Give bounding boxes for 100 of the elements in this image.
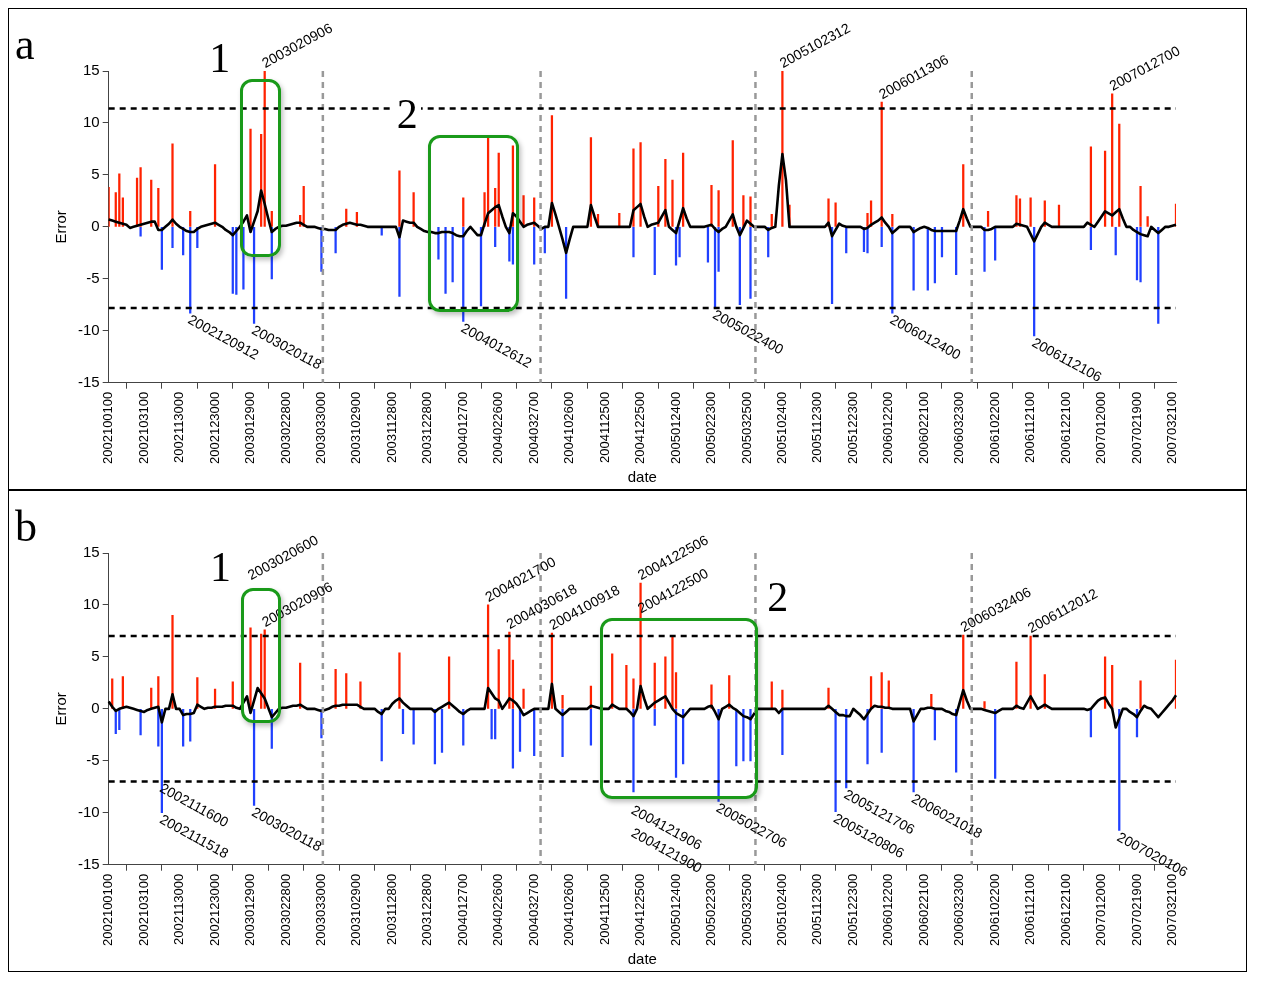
x-tick-label: 2002103100 bbox=[135, 391, 151, 465]
x-tick-label: 2005112300 bbox=[809, 873, 825, 946]
x-tick-label: 2003033000 bbox=[313, 873, 329, 947]
bar bbox=[1029, 635, 1032, 709]
bar bbox=[444, 227, 447, 294]
bar bbox=[891, 214, 894, 227]
bar bbox=[632, 709, 635, 793]
x-tick-label: 2005122300 bbox=[844, 873, 860, 947]
x-tick-label: 2004122500 bbox=[632, 391, 648, 465]
bar bbox=[983, 701, 986, 709]
y-tick-label: -10 bbox=[77, 802, 100, 820]
x-tick-label: 2003122800 bbox=[419, 391, 435, 465]
text: b bbox=[15, 502, 37, 551]
bar bbox=[139, 709, 142, 736]
y-tick-label: 15 bbox=[82, 543, 100, 561]
bar bbox=[249, 128, 252, 227]
x-tick-label: 2005112300 bbox=[809, 391, 825, 464]
bar bbox=[742, 709, 745, 762]
bar bbox=[1015, 661, 1018, 709]
bar bbox=[561, 709, 564, 757]
x-tick-label: 2003033000 bbox=[313, 391, 329, 465]
x-tick-label: 2002100100 bbox=[100, 873, 116, 947]
x-tick-label: 2004112500 bbox=[596, 873, 612, 946]
x-tick-label: 2004102600 bbox=[561, 391, 577, 465]
bar bbox=[398, 170, 401, 227]
bar bbox=[639, 142, 642, 227]
x-tick-label: 2006032300 bbox=[951, 873, 967, 947]
x-tick-label: 2004012700 bbox=[454, 391, 470, 465]
x-tick-label: 2005012400 bbox=[667, 391, 683, 465]
bar bbox=[320, 709, 323, 739]
x-tick-label: 2004022600 bbox=[490, 391, 506, 465]
bar bbox=[398, 652, 401, 709]
x-tick-label: 2002113000 bbox=[171, 391, 187, 464]
x-tick-label: 2006122100 bbox=[1057, 391, 1073, 465]
x-tick-label: 2005032500 bbox=[738, 391, 754, 465]
bar bbox=[334, 669, 337, 709]
x-tick-label: 2004032700 bbox=[525, 391, 541, 465]
x-tick-label: 2005022300 bbox=[703, 873, 719, 947]
bar bbox=[664, 656, 667, 709]
bar bbox=[749, 709, 752, 762]
bar bbox=[437, 227, 440, 260]
y-tick-label: -10 bbox=[77, 320, 100, 338]
bar bbox=[706, 227, 710, 263]
bar bbox=[749, 227, 752, 299]
x-tick-label: 2005122300 bbox=[844, 391, 860, 465]
bar bbox=[171, 227, 174, 248]
x-tick-label: 2006112100 bbox=[1022, 391, 1038, 464]
bar bbox=[671, 635, 674, 709]
y-tick-label: 10 bbox=[82, 113, 100, 131]
x-tick-label: 2006102200 bbox=[986, 873, 1002, 947]
x-tick-label: 2004112500 bbox=[596, 391, 612, 464]
bar bbox=[710, 184, 713, 227]
y-tick-label: -15 bbox=[77, 854, 100, 872]
x-tick-label: 2005022300 bbox=[703, 391, 719, 465]
bar bbox=[522, 688, 525, 709]
x-tick-label: 2007012000 bbox=[1093, 873, 1109, 947]
bar bbox=[625, 664, 628, 709]
bar bbox=[742, 195, 745, 227]
x-tick-label: 2006012200 bbox=[880, 391, 896, 465]
x-tick-label: 2005012400 bbox=[667, 873, 683, 947]
bar bbox=[462, 197, 465, 227]
bar bbox=[522, 195, 525, 227]
x-tick-label: 2006102200 bbox=[986, 391, 1002, 465]
bar bbox=[834, 202, 837, 227]
bar bbox=[632, 227, 635, 258]
bar bbox=[781, 689, 784, 709]
x-tick-label: 2002123000 bbox=[206, 391, 222, 465]
x-tick-label: 2004102600 bbox=[561, 873, 577, 947]
x-tick-label: 2006012200 bbox=[880, 873, 896, 947]
x-tick-label: 2005102400 bbox=[773, 873, 789, 947]
annotation: 1 bbox=[206, 544, 234, 591]
x-tick-label: 2006022100 bbox=[915, 391, 931, 465]
bar bbox=[412, 709, 415, 745]
x-tick-label: 2003112800 bbox=[383, 391, 399, 464]
bar bbox=[139, 227, 142, 237]
bar bbox=[249, 627, 252, 709]
x-tick-label: 2004032700 bbox=[525, 873, 541, 947]
y-tick-label: 15 bbox=[82, 61, 100, 79]
bar bbox=[866, 227, 869, 254]
bar bbox=[632, 678, 635, 709]
x-axis-title: date bbox=[627, 950, 657, 968]
x-tick-label: 2004012700 bbox=[454, 873, 470, 947]
x-tick-label: 2007032100 bbox=[1164, 873, 1180, 947]
x-tick-label: 2007032100 bbox=[1164, 391, 1180, 465]
annotation: 1 bbox=[206, 35, 234, 82]
x-tick-label: 2002113000 bbox=[171, 873, 187, 946]
x-tick-label: 2002123000 bbox=[206, 873, 222, 947]
y-tick-label: 0 bbox=[91, 216, 100, 234]
x-tick-label: 2006022100 bbox=[915, 873, 931, 947]
text: a bbox=[15, 20, 35, 69]
x-axis-title: date bbox=[627, 468, 657, 486]
x-tick-label: 2003022800 bbox=[277, 391, 293, 465]
y-tick-label: 5 bbox=[91, 647, 100, 665]
x-tick-label: 2007012000 bbox=[1093, 391, 1109, 465]
x-tick-label: 2003012900 bbox=[242, 873, 258, 947]
x-tick-label: 2003102900 bbox=[348, 391, 364, 465]
bar bbox=[671, 179, 674, 227]
bar bbox=[1139, 680, 1142, 709]
x-tick-label: 2005032500 bbox=[738, 873, 754, 947]
x-tick-label: 2002103100 bbox=[135, 873, 151, 947]
